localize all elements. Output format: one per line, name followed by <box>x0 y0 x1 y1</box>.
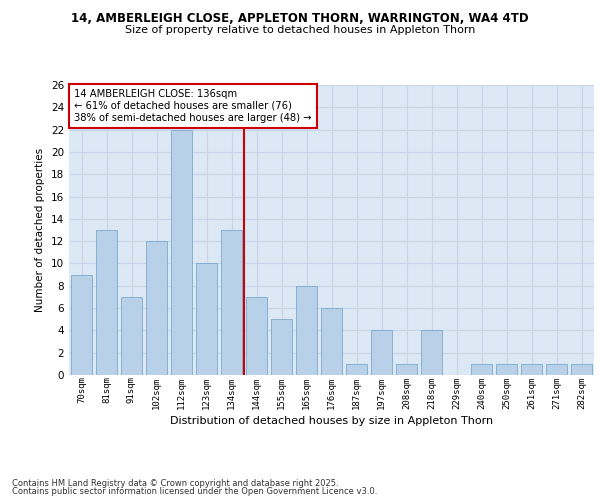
Bar <box>546 364 567 375</box>
Bar <box>421 330 442 375</box>
Bar <box>471 364 492 375</box>
Bar <box>496 364 517 375</box>
Bar <box>196 264 217 375</box>
Bar <box>321 308 342 375</box>
Bar <box>346 364 367 375</box>
Bar <box>396 364 417 375</box>
Bar <box>521 364 542 375</box>
Text: 14 AMBERLEIGH CLOSE: 136sqm
← 61% of detached houses are smaller (76)
38% of sem: 14 AMBERLEIGH CLOSE: 136sqm ← 61% of det… <box>74 90 312 122</box>
Bar <box>96 230 117 375</box>
Bar <box>171 130 192 375</box>
Bar <box>121 297 142 375</box>
Text: Contains public sector information licensed under the Open Government Licence v3: Contains public sector information licen… <box>12 487 377 496</box>
Bar <box>296 286 317 375</box>
X-axis label: Distribution of detached houses by size in Appleton Thorn: Distribution of detached houses by size … <box>170 416 493 426</box>
Bar <box>271 319 292 375</box>
Bar <box>221 230 242 375</box>
Y-axis label: Number of detached properties: Number of detached properties <box>35 148 46 312</box>
Bar <box>71 274 92 375</box>
Text: Contains HM Land Registry data © Crown copyright and database right 2025.: Contains HM Land Registry data © Crown c… <box>12 478 338 488</box>
Bar <box>246 297 267 375</box>
Text: 14, AMBERLEIGH CLOSE, APPLETON THORN, WARRINGTON, WA4 4TD: 14, AMBERLEIGH CLOSE, APPLETON THORN, WA… <box>71 12 529 26</box>
Text: Size of property relative to detached houses in Appleton Thorn: Size of property relative to detached ho… <box>125 25 475 35</box>
Bar <box>146 241 167 375</box>
Bar <box>571 364 592 375</box>
Bar <box>371 330 392 375</box>
